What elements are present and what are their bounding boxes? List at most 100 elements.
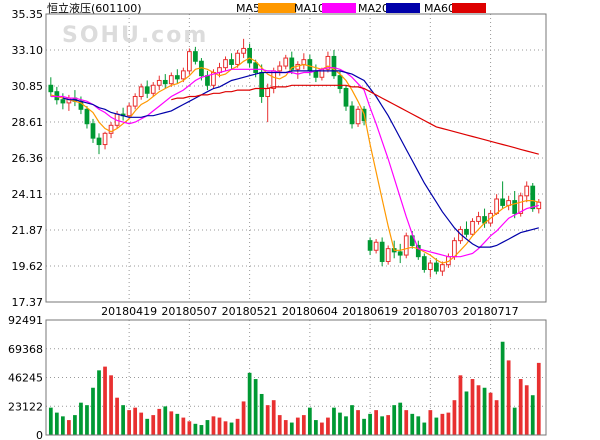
candle-body — [524, 185, 530, 197]
candle — [403, 232, 409, 259]
candle-body — [156, 79, 162, 86]
volume-bar — [338, 412, 342, 435]
stock-title: 恒立液压(601100) — [47, 1, 142, 15]
candle — [464, 221, 469, 238]
candle — [470, 218, 475, 236]
candle-body — [126, 105, 132, 117]
price-tick-label: 30.85 — [12, 80, 44, 93]
legend-swatch — [322, 3, 356, 13]
candle — [343, 85, 349, 111]
price-tick-label: 19.62 — [12, 260, 44, 273]
volume-bar — [404, 410, 409, 435]
volume-bar — [428, 410, 433, 435]
candle-body — [403, 235, 409, 256]
candle — [205, 70, 210, 91]
candle — [283, 54, 289, 70]
candle-body — [331, 55, 337, 77]
volume-bar — [187, 421, 192, 435]
volume-bar — [434, 417, 439, 435]
volume-bar — [344, 416, 348, 435]
candle — [506, 195, 512, 211]
candle-body — [367, 240, 373, 251]
date-tick-label: 20180507 — [161, 305, 217, 318]
volume-bar — [241, 401, 246, 435]
ma-line-ma10 — [50, 67, 539, 258]
candle — [180, 67, 186, 83]
watermark: SOHU.com — [62, 23, 208, 48]
candle-body — [48, 84, 54, 93]
volume-bar — [121, 405, 125, 435]
volume-bar — [217, 417, 222, 435]
volume-tick-label: 0 — [36, 429, 43, 440]
volume-bar — [205, 420, 210, 435]
candle-body — [349, 105, 355, 125]
legend-label: MA10 — [294, 2, 325, 15]
volume-bar — [398, 402, 403, 435]
candle — [427, 259, 433, 278]
volume-bar — [422, 422, 427, 435]
candle-body — [421, 256, 427, 270]
candle-body — [180, 70, 186, 80]
candle — [295, 61, 301, 79]
candle-body — [433, 262, 439, 272]
volume-bar — [536, 362, 541, 435]
volume-bar — [524, 385, 529, 435]
volume-panel-frame — [45, 319, 547, 436]
ma-legend: MA5 MA10 MA20 MA60 — [236, 2, 486, 15]
candle-body — [355, 108, 361, 125]
volume-bar — [482, 387, 487, 435]
candle-body — [205, 75, 210, 86]
candle — [512, 190, 518, 219]
candle — [241, 38, 246, 59]
candle-body — [494, 198, 499, 214]
legend-item-ma5: MA5 — [236, 2, 296, 15]
candle-body — [283, 57, 289, 67]
candle-body — [241, 47, 246, 54]
candle-body — [464, 228, 469, 235]
volume-tick-label: 46245 — [8, 372, 43, 385]
candle — [500, 181, 505, 209]
volume-bar — [85, 405, 89, 435]
volume-bar — [295, 417, 300, 435]
candle-body — [138, 86, 144, 97]
candle-body — [247, 47, 252, 64]
volume-bar — [271, 400, 276, 435]
candle-body — [415, 244, 421, 258]
candle-body — [265, 87, 271, 97]
legend-label: MA60 — [424, 2, 455, 15]
volume-bars — [48, 341, 541, 435]
candle — [84, 106, 90, 129]
candle-body — [337, 75, 343, 89]
price-tick-label: 17.37 — [12, 296, 44, 309]
volume-bar — [97, 370, 101, 435]
legend-item-ma10: MA10 — [294, 2, 356, 15]
date-tick-label: 20180419 — [101, 305, 157, 318]
volume-bar — [392, 405, 397, 435]
candle — [301, 53, 307, 70]
volume-bar — [320, 422, 324, 435]
volume-bar — [54, 412, 59, 435]
date-tick-label: 20180717 — [463, 305, 519, 318]
date-axis-ticks: 20180419 20180507 20180521 20180604 20180619… — [101, 305, 518, 318]
candle — [90, 118, 96, 143]
date-tick-label: 20180619 — [342, 305, 398, 318]
volume-bar — [109, 375, 113, 435]
volume-bar — [386, 415, 391, 435]
candle — [174, 69, 180, 84]
volume-bar — [181, 417, 186, 435]
candle-body — [440, 264, 445, 272]
volume-bar — [362, 418, 366, 435]
candle — [421, 253, 427, 273]
volume-bar — [157, 408, 162, 435]
candle-body — [96, 137, 102, 146]
candle-body — [427, 262, 433, 270]
price-tick-label: 28.61 — [12, 116, 44, 129]
volume-bar — [175, 413, 180, 435]
candle — [138, 83, 144, 100]
volume-bar — [253, 379, 258, 435]
legend-label: MA5 — [236, 2, 260, 15]
candle-body — [259, 71, 265, 97]
candle — [277, 61, 283, 76]
legend-item-ma60: MA60 — [424, 2, 486, 15]
